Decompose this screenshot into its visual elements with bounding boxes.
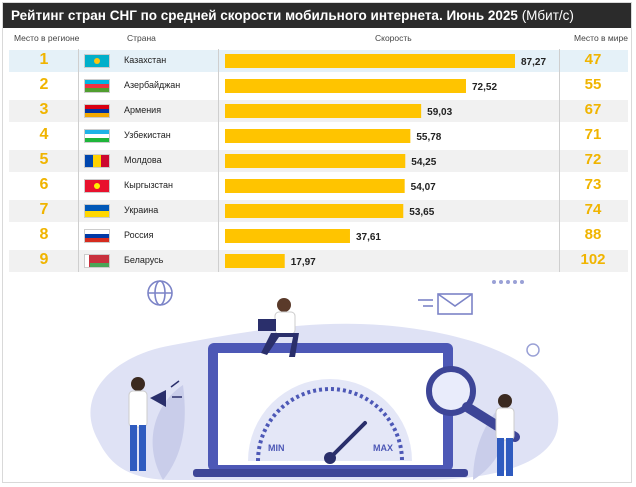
speed-bar — [225, 179, 405, 193]
envelope-icon — [418, 293, 473, 315]
speed-bar-chart: 87,27 72,52 59,03 55,78 54,25 54,07 53,65 37,61… — [225, 54, 546, 268]
speed-value-label: 17,97 — [291, 257, 316, 268]
person-sitting-figure — [258, 298, 299, 357]
table-row: 4 Узбекистан 71 — [9, 125, 628, 147]
region-rank: 7 — [39, 201, 49, 218]
world-rank: 47 — [584, 51, 602, 68]
world-rank: 55 — [584, 76, 602, 93]
table-row: 6 Кыргызстан 73 — [9, 175, 628, 197]
world-rank: 88 — [584, 226, 602, 243]
leaf-decoration — [152, 385, 185, 480]
world-rank: 102 — [580, 251, 606, 268]
flag-icon — [84, 179, 110, 193]
speed-bar — [225, 79, 466, 93]
header-region-rank: Место в регионе — [14, 33, 80, 43]
table-row: 8 Россия 88 — [9, 225, 628, 247]
column-separator — [559, 49, 560, 272]
flag-icon — [84, 54, 110, 68]
gauge-arc — [248, 379, 412, 461]
header-world-rank: Место в мире — [574, 33, 628, 43]
speed-value-label: 87,27 — [521, 57, 546, 68]
flag-icon — [84, 129, 110, 143]
country-name: Россия — [124, 230, 154, 240]
flag-icon — [84, 79, 110, 93]
dots-decoration — [492, 280, 524, 284]
world-rank: 67 — [584, 101, 602, 118]
flag-icon — [84, 229, 110, 243]
magnifier-icon — [426, 366, 520, 442]
header-country: Страна — [127, 33, 156, 43]
country-name: Армения — [124, 105, 162, 115]
speed-value-label: 55,78 — [416, 132, 441, 143]
chart-title: Рейтинг стран СНГ по средней скорости мо… — [11, 8, 574, 23]
flag-icon — [84, 154, 110, 168]
speed-value-label: 54,07 — [411, 182, 436, 193]
table-row: 2 Азербайджан 55 — [9, 75, 628, 97]
header-speed: Скорость — [375, 33, 412, 43]
gauge-min-label: MIN — [268, 443, 285, 453]
spiral-decoration — [526, 343, 540, 357]
world-rank: 72 — [584, 151, 602, 168]
world-rank: 73 — [584, 176, 602, 193]
gauge-max-label: MAX — [373, 443, 393, 453]
region-rank: 4 — [39, 126, 49, 143]
country-name: Молдова — [124, 155, 162, 165]
region-rank: 3 — [39, 101, 49, 118]
speed-bar — [225, 204, 404, 218]
speed-value-label: 53,65 — [409, 207, 434, 218]
title-bar: Рейтинг стран СНГ по средней скорости мо… — [3, 3, 631, 28]
globe-icon — [147, 280, 173, 306]
country-name: Узбекистан — [124, 130, 171, 140]
speed-bar — [225, 254, 285, 268]
country-name: Кыргызстан — [124, 180, 173, 190]
country-name: Казахстан — [124, 55, 167, 65]
person-megaphone-figure — [128, 377, 182, 471]
speed-value-label: 59,03 — [427, 107, 452, 118]
speed-bar — [225, 104, 422, 118]
speed-value-label: 72,52 — [472, 82, 497, 93]
speed-illustration: MIN MAX — [90, 280, 559, 480]
speed-value-label: 54,25 — [411, 157, 436, 168]
gauge-hub — [324, 452, 336, 464]
table-row: 9 Беларусь 102 — [9, 250, 628, 272]
region-rank: 1 — [39, 51, 49, 68]
region-rank: 9 — [39, 251, 49, 268]
speed-bar — [225, 129, 411, 143]
world-rank: 71 — [584, 126, 602, 143]
region-rank: 2 — [39, 76, 49, 93]
country-name: Беларусь — [124, 255, 164, 265]
world-rank: 74 — [584, 201, 602, 218]
chart-frame: Рейтинг стран СНГ по средней скорости мо… — [2, 2, 632, 483]
column-separator — [78, 49, 79, 272]
region-rank: 6 — [39, 176, 49, 193]
speed-bar — [225, 154, 406, 168]
column-separator — [218, 49, 219, 272]
gauge-needle — [328, 421, 367, 460]
speed-value-label: 37,61 — [356, 232, 381, 243]
country-name: Азербайджан — [124, 80, 181, 90]
flag-icon — [84, 254, 110, 268]
country-name: Украина — [124, 205, 159, 215]
region-rank: 8 — [39, 226, 49, 243]
laptop-base — [193, 469, 468, 477]
speed-bar — [225, 229, 350, 243]
speed-bar — [225, 54, 515, 68]
gauge-ring — [256, 387, 404, 462]
flag-icon — [84, 104, 110, 118]
region-rank: 5 — [39, 151, 49, 168]
flag-icon — [84, 204, 110, 218]
person-magnifier-figure — [495, 394, 515, 476]
